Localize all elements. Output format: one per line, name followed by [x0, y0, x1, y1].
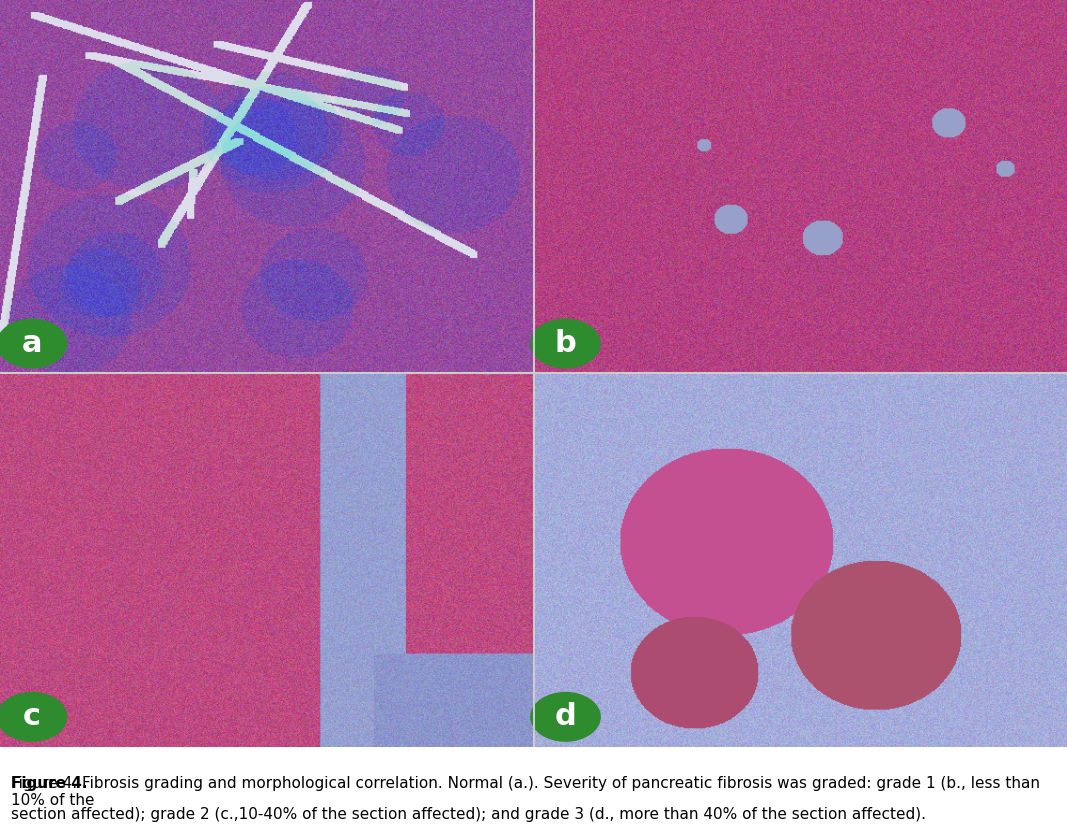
Text: b: b: [555, 329, 576, 358]
Circle shape: [531, 692, 600, 741]
Text: Figure 4. Fibrosis grading and morphological correlation. Normal (a.). Severity : Figure 4. Fibrosis grading and morpholog…: [11, 776, 1039, 809]
Text: c: c: [23, 702, 41, 732]
Text: Figure 4.: Figure 4.: [11, 776, 87, 791]
Text: section affected); grade 2 (c.,10-40% of the section affected); and grade 3 (d.,: section affected); grade 2 (c.,10-40% of…: [11, 807, 926, 822]
Circle shape: [531, 319, 600, 367]
Circle shape: [0, 692, 66, 741]
Text: a: a: [21, 329, 43, 358]
Text: d: d: [555, 702, 576, 732]
Circle shape: [0, 319, 66, 367]
